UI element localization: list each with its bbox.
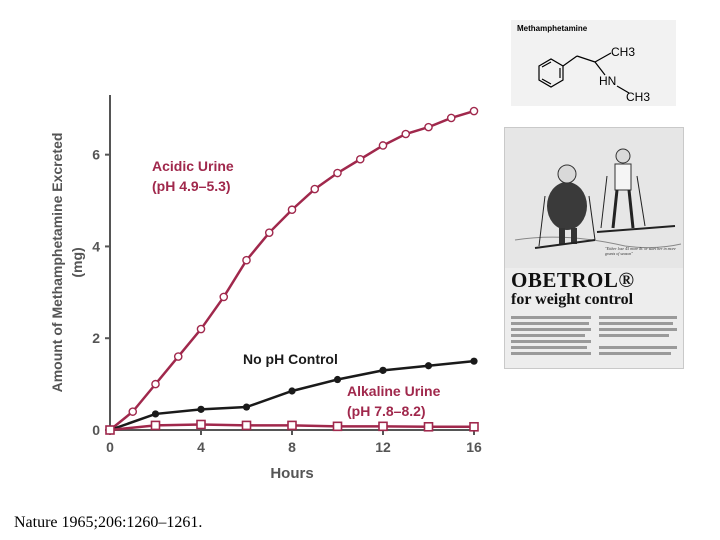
ad-fine-print	[599, 322, 673, 325]
ad-illustration	[505, 128, 683, 268]
structure-ch3-top: CH3	[611, 45, 635, 59]
data-point	[469, 106, 479, 116]
ad-fine-print	[511, 316, 591, 319]
y-tick-label: 6	[92, 147, 100, 163]
data-point	[150, 420, 161, 431]
ad-brand-name: OBETROL®	[511, 268, 635, 292]
data-point	[379, 366, 387, 374]
data-point	[424, 362, 433, 370]
ad-fine-print	[599, 316, 677, 319]
x-tick-label: 4	[197, 439, 205, 455]
data-point	[242, 255, 251, 265]
structure-ch3-bottom: CH3	[626, 90, 650, 104]
data-point	[333, 375, 342, 384]
structure-hn: HN	[599, 74, 616, 88]
data-point	[128, 407, 138, 416]
data-point	[287, 205, 297, 215]
ad-tagline: for weight control	[511, 291, 634, 308]
data-point	[151, 410, 160, 418]
data-point	[219, 292, 229, 302]
x-tick-label: 12	[375, 439, 391, 455]
series-label: (pH 4.9–5.3)	[152, 178, 231, 194]
ad-fine-print	[511, 346, 587, 349]
y-axis-title: Amount of Methamphetamine Excreted	[49, 133, 65, 393]
ad-fine-print	[511, 328, 591, 331]
structure-title: Methamphetamine	[517, 24, 588, 33]
data-point	[197, 405, 205, 413]
citation: Nature 1965;206:1260–1261.	[14, 514, 203, 531]
ad-fine-print	[599, 334, 669, 337]
ad-fine-print	[511, 334, 585, 337]
ad-fine-print	[511, 322, 589, 325]
data-point	[378, 141, 388, 150]
y-tick-label: 0	[92, 422, 100, 438]
obetrol-advertisement: "Either lose 45 more lb. or start her in…	[504, 127, 684, 369]
data-point	[287, 420, 297, 431]
y-tick-label: 4	[92, 238, 100, 254]
data-point	[355, 154, 365, 164]
chart-labels: 0 4 8 12 16 0 2 4 6 Hours Amount of Methamphetamin…	[49, 133, 482, 482]
series-label: Alkaline Urine	[347, 383, 441, 399]
ad-fine-print	[511, 352, 591, 355]
series-label: Acidic Urine	[152, 158, 234, 174]
x-tick-label: 0	[106, 439, 114, 455]
x-tick-label: 8	[288, 439, 296, 455]
data-point	[242, 403, 251, 411]
ad-fine-print	[599, 328, 677, 331]
x-axis-title: Hours	[270, 465, 313, 482]
data-point	[151, 379, 160, 389]
data-point	[310, 184, 320, 194]
data-point	[424, 122, 433, 132]
y-tick-label: 2	[92, 330, 100, 346]
data-point	[470, 357, 478, 365]
data-point	[401, 129, 411, 139]
ad-fine-print	[599, 346, 677, 349]
x-tick-label: 16	[466, 439, 482, 455]
data-point	[469, 421, 479, 432]
data-point	[423, 421, 434, 432]
data-point	[173, 352, 183, 361]
data-point	[333, 168, 342, 178]
data-point	[446, 113, 456, 123]
data-point	[196, 324, 206, 334]
ad-fine-print	[599, 352, 671, 355]
series-label: (pH 7.8–8.2)	[347, 403, 426, 419]
data-point	[105, 425, 115, 435]
data-point	[378, 421, 388, 432]
chart-series	[105, 106, 479, 435]
methamphetamine-structure: Methamphetamine CH3 HN CH3	[511, 20, 676, 106]
y-axis-title: (mg)	[69, 247, 85, 277]
data-point	[196, 419, 206, 430]
data-point	[288, 387, 296, 395]
data-point	[241, 420, 252, 431]
data-point	[264, 228, 274, 237]
structure-drawing: CH3 HN CH3	[538, 45, 650, 104]
ad-caption: "Either lose 45 more lb. or start her in…	[605, 246, 676, 256]
data-point	[332, 421, 343, 432]
series-label: No pH Control	[243, 351, 338, 367]
ad-fine-print	[511, 340, 591, 343]
